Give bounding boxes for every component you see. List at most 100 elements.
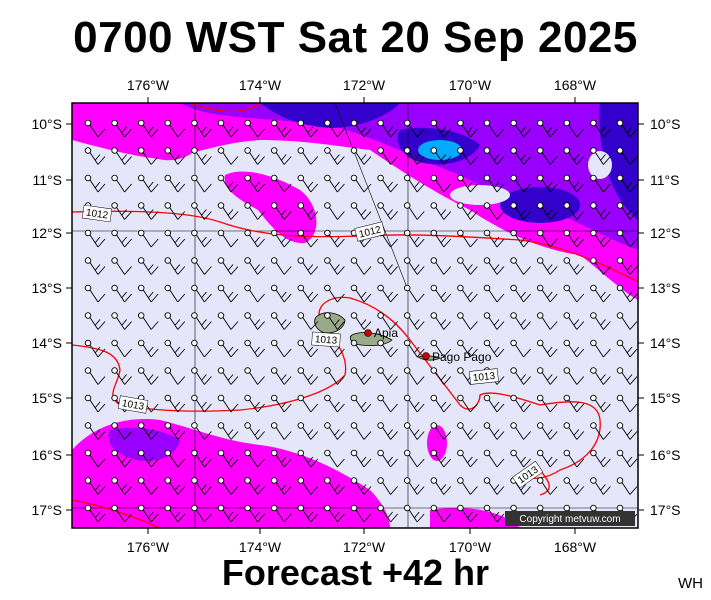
wind-barb — [191, 312, 212, 330]
wind-barb — [457, 504, 478, 523]
wind-barb — [483, 504, 505, 523]
map-title: 0700 WST Sat 20 Sep 2025 — [73, 13, 638, 62]
wind-barb — [430, 312, 452, 330]
wind-barb — [324, 422, 345, 440]
wind-barb — [191, 367, 212, 385]
wind-barb — [590, 202, 611, 220]
wind-barb — [324, 477, 345, 495]
wind-barb — [457, 312, 478, 330]
wind-barb — [325, 533, 345, 550]
wind-barb — [137, 449, 159, 468]
wind-barb — [270, 477, 292, 495]
y-tick-label-right: 12°S — [650, 225, 681, 241]
wind-barb — [590, 229, 611, 248]
y-tick-label-left: 11°S — [33, 172, 62, 188]
wind-barb — [457, 394, 478, 413]
wind-barb — [164, 229, 186, 248]
wind-barb — [616, 367, 638, 385]
wind-barb — [191, 202, 212, 220]
wind-barb — [137, 312, 159, 330]
wind-barb — [111, 174, 132, 193]
wind-barb — [403, 119, 425, 138]
wind-barb — [164, 339, 186, 358]
wind-barb — [298, 533, 318, 550]
wind-barb — [244, 339, 265, 358]
wind-barb — [297, 174, 319, 193]
wind-barb — [510, 174, 531, 193]
wind-barb — [536, 284, 558, 303]
y-tick-label-left: 12°S — [31, 225, 62, 241]
wind-barb — [270, 174, 292, 193]
wind-barb — [244, 449, 265, 468]
wind-barb — [590, 449, 611, 468]
wind-barb — [85, 533, 105, 550]
wind-barb — [191, 449, 212, 468]
wind-barb — [457, 422, 478, 440]
wind-barb — [430, 477, 452, 495]
precip-region-north-medium — [180, 103, 638, 250]
wind-barb — [324, 449, 345, 468]
y-tick-label-left: 16°S — [31, 447, 62, 463]
wind-barb — [217, 147, 239, 165]
wind-barb — [324, 202, 345, 220]
wind-barb — [616, 339, 638, 358]
wind-barb — [403, 202, 425, 220]
wind-barb — [137, 422, 159, 440]
wind-barb — [430, 367, 452, 385]
wind-barb — [457, 339, 478, 358]
wind-barb — [510, 422, 531, 440]
wind-barb — [350, 174, 372, 193]
wind-barb — [217, 339, 239, 358]
svg-text:1013: 1013 — [314, 334, 337, 347]
wind-barb — [244, 477, 265, 495]
wind-barb — [563, 422, 585, 440]
wind-barb — [377, 119, 398, 138]
x-tick-label-bottom: 172°W — [343, 539, 386, 555]
wind-barb — [191, 174, 212, 193]
wind-barb — [350, 449, 372, 468]
wind-barb — [297, 477, 319, 495]
apia-marker — [364, 329, 372, 337]
wind-barb — [563, 312, 585, 330]
map-frame — [71, 102, 639, 529]
wind-barb — [244, 147, 265, 165]
wind-barb — [137, 229, 159, 248]
wind-barb — [84, 477, 106, 495]
wind-barb — [563, 202, 585, 220]
svg-text:1012: 1012 — [85, 208, 109, 222]
wind-barb — [616, 312, 638, 330]
copyright-box: Copyright metvuw.com — [505, 511, 635, 526]
wind-barb — [350, 367, 372, 385]
wind-barb — [430, 339, 452, 358]
wind-barb — [350, 339, 372, 358]
precip-region-south-medium — [108, 427, 180, 461]
wind-barb — [270, 257, 292, 275]
wind-barb — [84, 367, 106, 385]
wind-barb — [403, 312, 425, 330]
wind-barb — [84, 229, 106, 248]
y-tick-label-right: 16°S — [650, 447, 681, 463]
wind-barb — [563, 174, 585, 193]
wind-barb — [457, 257, 478, 275]
wind-barb — [457, 174, 478, 193]
wind-barb — [244, 367, 265, 385]
wind-barb — [377, 312, 398, 330]
wind-barb — [297, 449, 319, 468]
wind-barb — [483, 147, 505, 165]
wind-barb — [217, 312, 239, 330]
wind-barb — [403, 257, 425, 275]
wind-barb — [270, 229, 292, 248]
wind-barb — [191, 504, 212, 523]
x-tick-label-bottom: 176°W — [127, 539, 170, 555]
wind-barb — [457, 229, 478, 248]
wind-barb — [510, 147, 531, 165]
wind-barb — [297, 202, 319, 220]
wind-barb — [297, 339, 319, 358]
wind-barb — [616, 284, 638, 303]
wind-barb — [590, 339, 611, 358]
wind-barb — [137, 257, 159, 275]
wind-barb — [297, 284, 319, 303]
wind-barb — [590, 477, 611, 495]
wind-barb — [563, 449, 585, 468]
